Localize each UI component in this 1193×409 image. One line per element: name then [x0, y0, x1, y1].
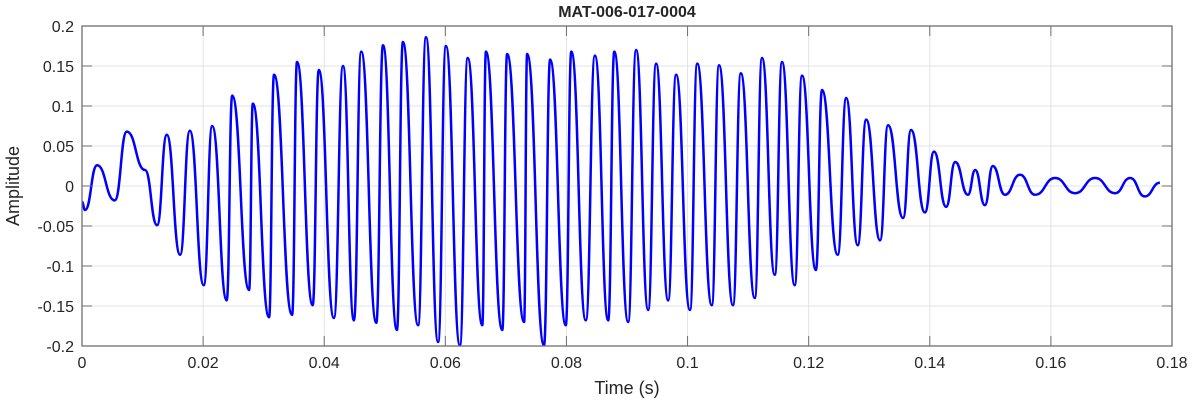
y-tick-label: -0.15	[38, 299, 75, 316]
waveform-line	[81, 35, 1161, 347]
x-tick-label: 0.14	[914, 355, 945, 372]
x-tick-label: 0.04	[309, 355, 340, 372]
axes-box	[81, 25, 1173, 347]
x-tick-label: 0.1	[676, 355, 698, 372]
y-tick-label: -0.05	[38, 219, 75, 236]
x-tick-label: 0.18	[1156, 355, 1187, 372]
y-tick-label: -0.1	[46, 259, 74, 276]
x-tick-label: 0.08	[551, 355, 582, 372]
chart-title: MAT-006-017-0004	[558, 4, 696, 21]
y-axis-label: Amplitude	[3, 146, 23, 226]
x-tick-label: 0.12	[793, 355, 824, 372]
y-tick-label: 0.05	[43, 139, 74, 156]
y-tick-label: 0.15	[43, 59, 74, 76]
x-tick-label: 0.02	[188, 355, 219, 372]
grid	[81, 25, 1173, 347]
y-tick-label: 0.2	[52, 19, 74, 36]
y-tick-label: 0.1	[52, 99, 74, 116]
x-axis-label: Time (s)	[594, 378, 659, 398]
x-tick-label: 0.16	[1035, 355, 1066, 372]
x-tick-label: 0	[78, 355, 87, 372]
plot-area	[81, 35, 1161, 347]
x-tick-label: 0.06	[430, 355, 461, 372]
y-tick-label: 0	[65, 179, 74, 196]
y-tick-label: -0.2	[46, 339, 74, 356]
axes: 0 0.02 0.04 0.06 0.08 0.1 0.12 0.14 0.16 0.18 -0.2…	[38, 19, 1188, 372]
